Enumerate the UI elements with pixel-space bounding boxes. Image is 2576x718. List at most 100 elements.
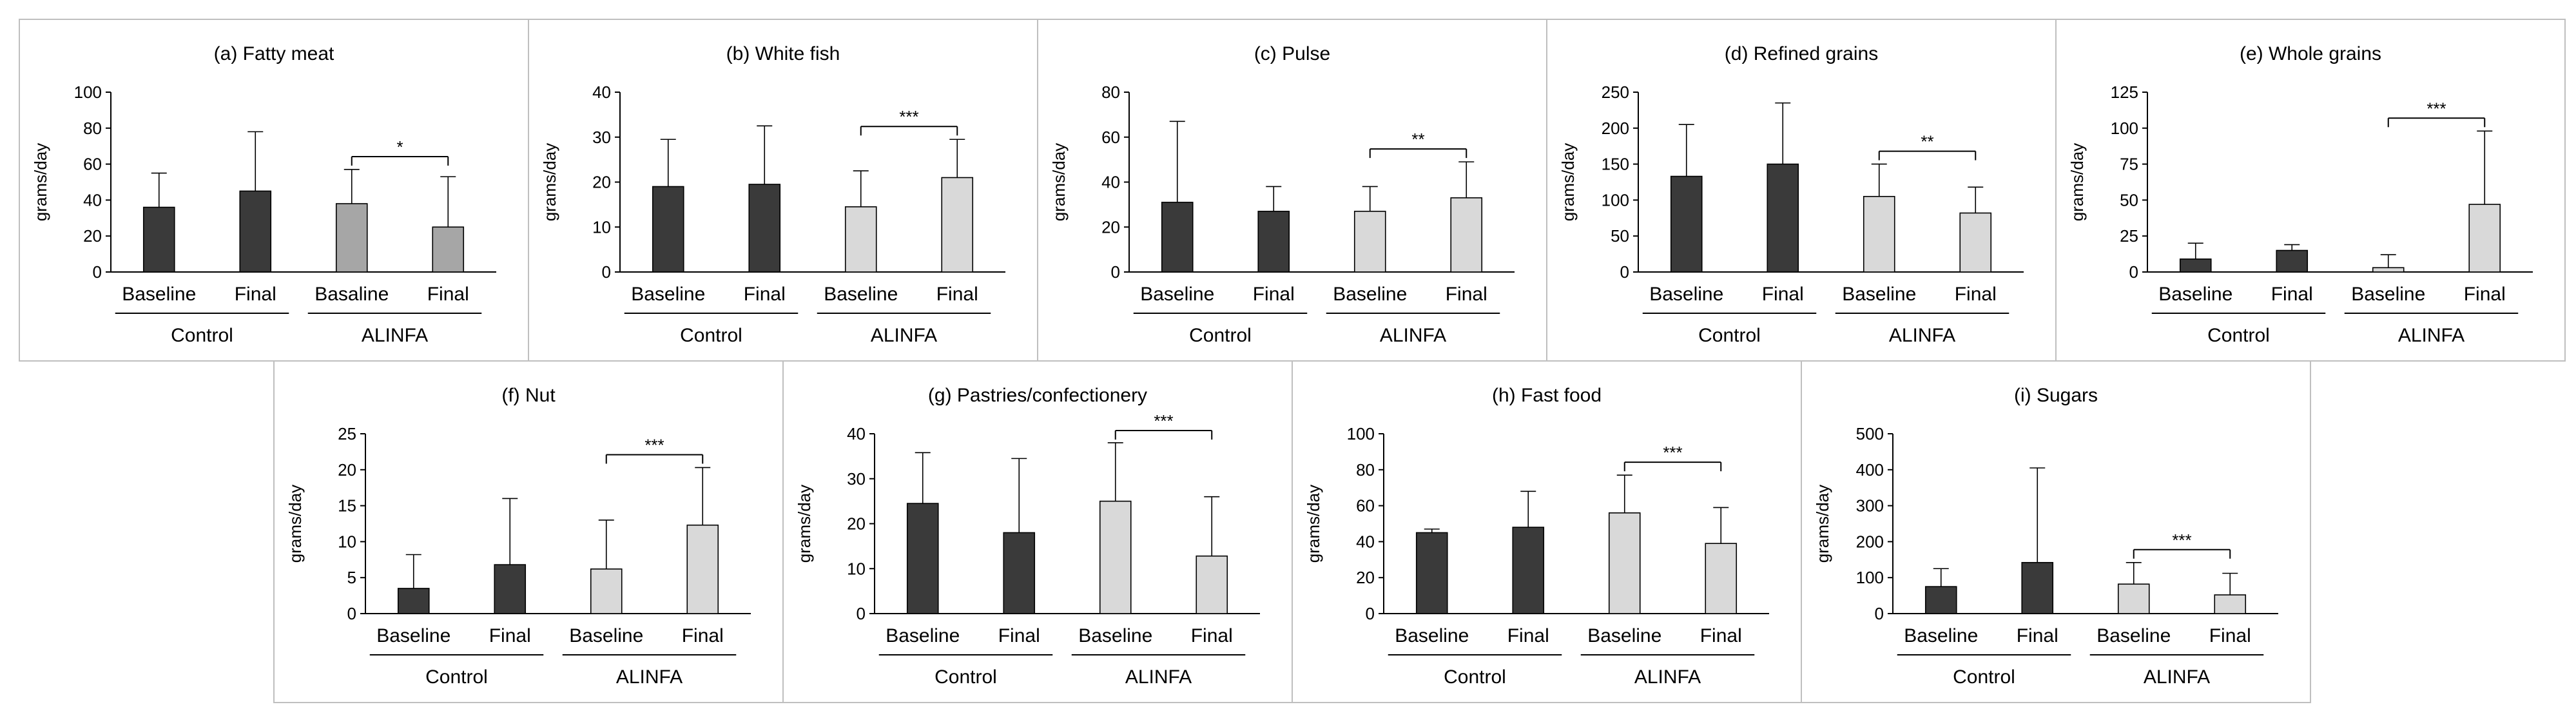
y-tick-label: 200 [1856, 532, 1884, 551]
x-tick-label: Final [1762, 284, 1804, 305]
bar-alinfa-baseline [1608, 512, 1641, 614]
chart-title: (c) Pulse [1254, 43, 1330, 64]
y-tick-label: 50 [1611, 226, 1629, 246]
bar-control-baseline [397, 588, 430, 614]
y-tick-label: 0 [2129, 262, 2138, 282]
group-label: ALINFA [1889, 325, 1955, 346]
y-tick-label: 60 [1101, 128, 1120, 147]
chart-panel-i: (i) Sugars grams/day 0 100 200 300 400 500 Basel… [1801, 360, 2311, 703]
chart-title: (b) White fish [726, 43, 840, 64]
y-tick-label: 250 [1602, 82, 1629, 102]
x-tick-label: Final [1191, 625, 1233, 646]
y-tick-label: 25 [2120, 226, 2138, 246]
bar-control-baseline [1415, 532, 1448, 614]
bar-alinfa-final [941, 177, 974, 273]
significance-marker: *** [644, 435, 664, 454]
y-tick-label: 500 [1856, 424, 1884, 443]
y-tick-label: 40 [592, 82, 611, 102]
y-tick-label: 100 [2111, 119, 2138, 138]
bar-control-baseline [142, 206, 175, 273]
y-axis-label: grams/day [540, 143, 559, 221]
y-tick-label: 100 [1602, 190, 1629, 209]
y-tick-label: 20 [1101, 217, 1120, 237]
y-tick-label: 20 [338, 460, 356, 480]
y-axis-label: grams/day [1813, 485, 1832, 563]
bar-control-final [1257, 211, 1290, 273]
group-label: ALINFA [1634, 666, 1701, 688]
group-label: Control [935, 666, 997, 688]
group-label: ALINFA [2398, 325, 2465, 346]
bar-alinfa-final [686, 524, 719, 614]
x-tick-label: Final [2271, 284, 2313, 305]
chart-panel-c: (c) Pulse grams/day 0 20 40 60 80 Baseline Final… [1037, 19, 1547, 362]
bar-control-baseline [2179, 258, 2212, 273]
y-tick-label: 10 [847, 559, 866, 578]
y-axis-label: grams/day [31, 143, 50, 221]
bar-alinfa-baseline [2117, 583, 2150, 614]
y-tick-label: 300 [1856, 496, 1884, 516]
y-tick-label: 0 [857, 604, 866, 623]
bar-alinfa-final [1196, 555, 1228, 614]
bar-control-final [2021, 561, 2054, 614]
y-axis-label: grams/day [1049, 143, 1069, 221]
chart-title: (i) Sugars [2014, 385, 2098, 406]
group-label: Control [1189, 325, 1252, 346]
bar-alinfa-final [1959, 212, 1992, 273]
bar-control-baseline [1924, 586, 1957, 614]
x-tick-label: Baseline [1587, 625, 1661, 646]
y-tick-label: 20 [847, 514, 866, 534]
bar-alinfa-final [1450, 197, 1483, 273]
y-tick-label: 60 [1356, 496, 1375, 516]
chart-panel-d: (d) Refined grains grams/day 0 50 100 150 200 2… [1546, 19, 2057, 362]
bar-alinfa-final [2214, 594, 2247, 614]
chart-title: (e) Whole grains [2240, 43, 2381, 64]
y-tick-label: 30 [847, 469, 866, 489]
bar-control-final [748, 184, 781, 273]
panel-frame [2055, 19, 2566, 362]
y-tick-label: 10 [338, 532, 356, 551]
x-tick-label: Baseline [1904, 625, 1978, 646]
panel-frame [1801, 360, 2311, 703]
bar-control-baseline [1670, 175, 1703, 273]
bar-control-final [494, 564, 527, 614]
chart-panel-h: (h) Fast food grams/day 0 20 40 60 80 100 Baseli… [1292, 360, 1802, 703]
y-axis-label: grams/day [1558, 143, 1578, 221]
bar-control-final [239, 190, 272, 273]
y-tick-label: 50 [2120, 190, 2138, 209]
x-tick-label: Baseline [122, 284, 196, 305]
bar-alinfa-final [432, 226, 465, 273]
y-tick-label: 10 [592, 217, 611, 237]
y-tick-label: 80 [83, 119, 102, 138]
x-tick-label: Final [936, 284, 978, 305]
panel-frame [1037, 19, 1547, 362]
y-tick-label: 25 [338, 424, 356, 443]
y-tick-label: 125 [2111, 82, 2138, 102]
group-label: Control [680, 325, 742, 346]
y-tick-label: 75 [2120, 155, 2138, 174]
y-tick-label: 0 [1111, 262, 1120, 282]
y-tick-label: 20 [83, 226, 102, 246]
y-tick-label: 0 [1366, 604, 1375, 623]
panel-frame [782, 360, 1293, 703]
y-tick-label: 80 [1356, 460, 1375, 480]
x-tick-label: Baseline [1078, 625, 1152, 646]
chart-panel-e: (e) Whole grains grams/day 0 25 50 75 100 125 Ba… [2055, 19, 2566, 362]
x-tick-label: Final [2464, 284, 2506, 305]
y-tick-label: 100 [1856, 568, 1884, 587]
chart-panel-a: (a) Fatty meat grams/day 0 20 40 60 80 100 Basel… [19, 19, 529, 362]
bar-alinfa-final [1705, 543, 1738, 614]
bar-control-final [1003, 532, 1036, 614]
y-tick-label: 0 [93, 262, 102, 282]
x-tick-label: Final [1700, 625, 1742, 646]
significance-marker: *** [2172, 530, 2191, 550]
significance-marker: *** [899, 107, 918, 126]
y-tick-label: 60 [83, 155, 102, 174]
bar-alinfa-baseline [1863, 196, 1895, 273]
panel-frame [1546, 19, 2057, 362]
bar-alinfa-baseline [844, 206, 877, 273]
group-label: Control [1953, 666, 2015, 688]
y-tick-label: 30 [592, 128, 611, 147]
x-tick-label: Final [489, 625, 531, 646]
bar-control-final [1512, 527, 1545, 614]
